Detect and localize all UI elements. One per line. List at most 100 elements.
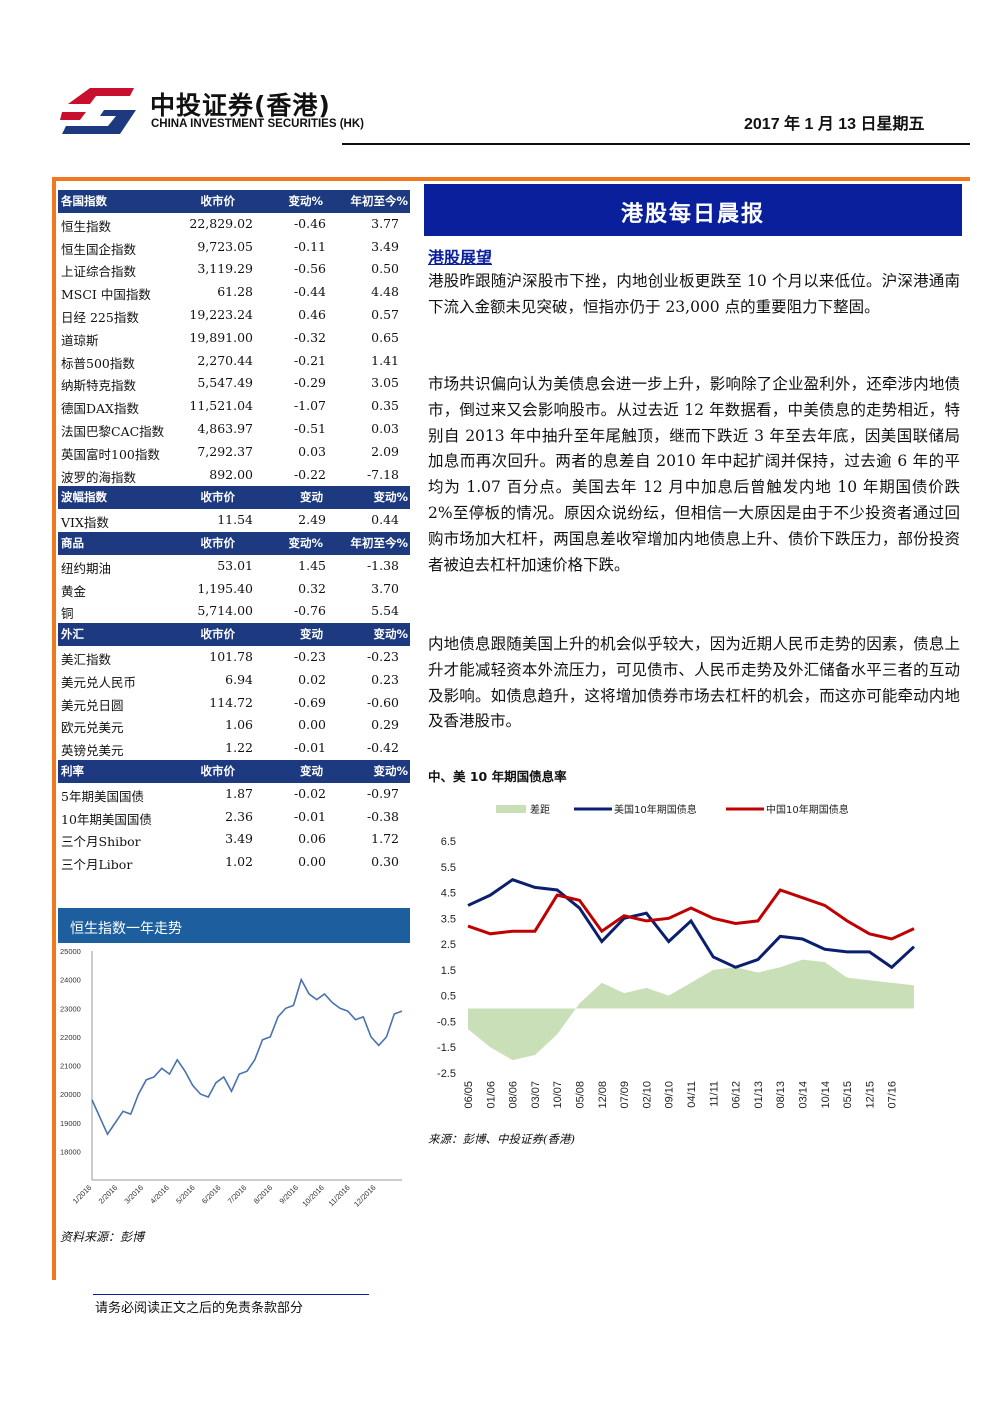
table-cell: 7,292.37: [197, 443, 253, 459]
table-cell: 2.09: [371, 443, 399, 459]
table-cell: 3.77: [371, 215, 399, 231]
report-title: 港股每日晨报: [620, 201, 765, 227]
bond-y-tick: 0.5: [441, 991, 456, 1003]
bond-y-tick: -1.5: [437, 1042, 456, 1054]
bond-y-tick: -0.5: [437, 1016, 456, 1028]
table-cell: 欧元兑美元: [61, 720, 124, 736]
table-cell: 0.03: [298, 443, 326, 459]
table-cell: 101.78: [209, 648, 253, 664]
bond-y-tick: 3.5: [441, 913, 456, 925]
table-cell: VIX指数: [61, 515, 109, 531]
hsi-y-tick: 22000: [60, 1033, 81, 1042]
bond-x-tick: 05/08: [575, 1081, 587, 1109]
market-data-table: 各国指数 收市价 变动% 年初至今% 恒生指数 22,829.02 -0.46 3.77 恒生国…: [58, 190, 410, 874]
hsi-x-tick: 2/2016: [97, 1183, 120, 1206]
column-header: 商品: [61, 535, 84, 550]
column-header: 年初至今%: [350, 535, 408, 550]
table-cell: -0.01: [293, 808, 326, 824]
table-section-header: 商品 收市价 变动% 年初至今%: [58, 531, 410, 555]
bond-x-tick: 12/08: [597, 1081, 609, 1109]
table-cell: 2.49: [298, 512, 326, 528]
hsi-y-tick: 18000: [60, 1147, 81, 1156]
bond-y-tick: 1.5: [441, 965, 456, 977]
table-cell: 恒生指数: [61, 218, 112, 234]
table-cell: -0.44: [293, 284, 326, 300]
bond-x-tick: 07/16: [887, 1081, 899, 1109]
table-cell: 0.00: [298, 717, 326, 733]
table-cell: 英镑兑美元: [61, 743, 124, 759]
bond-x-tick: 06/05: [463, 1081, 475, 1109]
hsi-y-tick: 23000: [60, 1004, 81, 1013]
bond-x-tick: 11/11: [708, 1081, 720, 1107]
table-row: 纳斯特克指数 5,547.49 -0.29 3.05: [58, 372, 410, 395]
table-cell: 0.30: [371, 854, 399, 870]
orange-top-border: [52, 177, 970, 181]
table-cell: 3.70: [371, 580, 399, 596]
table-cell: 恒生国企指数: [61, 241, 137, 257]
table-cell: 1.02: [225, 854, 253, 870]
table-cell: 美汇指数: [61, 651, 112, 667]
column-header: 变动%: [373, 490, 408, 505]
bond-y-tick: -2.5: [437, 1068, 456, 1080]
table-cell: 9,723.05: [197, 238, 253, 254]
table-cell: -0.22: [293, 466, 326, 482]
table-cell: 标普500指数: [61, 355, 135, 371]
table-cell: 英国富时100指数: [61, 446, 160, 462]
table-cell: 5,547.49: [197, 375, 253, 391]
hsi-x-tick: 8/2016: [252, 1183, 275, 1206]
spread-area: [468, 959, 914, 1061]
table-cell: 4,863.97: [197, 420, 253, 436]
table-cell: -0.32: [293, 329, 326, 345]
table-cell: 1.22: [225, 740, 253, 756]
legend-label: 差距: [530, 803, 550, 816]
table-cell: 892.00: [209, 466, 253, 482]
table-cell: 0.02: [298, 671, 326, 687]
table-row: 日经 225指数 19,223.24 0.46 0.57: [58, 304, 410, 327]
table-row: 上证综合指数 3,119.29 -0.56 0.50: [58, 258, 410, 281]
table-row: 法国巴黎CAC指数 4,863.97 -0.51 0.03: [58, 418, 410, 441]
table-cell: 0.50: [371, 261, 399, 277]
table-cell: 0.46: [298, 306, 326, 322]
table-cell: 6.94: [225, 671, 253, 687]
column-header: 收市价: [200, 627, 236, 642]
bond-x-tick: 09/10: [664, 1081, 676, 1109]
table-cell: -0.23: [293, 648, 326, 664]
table-cell: 3,119.29: [197, 261, 253, 277]
table-cell: 3.49: [371, 238, 399, 254]
table-cell: 1.87: [225, 785, 253, 801]
table-cell: 5.54: [371, 603, 399, 619]
footer-divider: [93, 1294, 369, 1295]
bond-x-tick: 08/06: [508, 1081, 520, 1109]
column-header: 波幅指数: [61, 490, 107, 505]
table-cell: -0.56: [293, 261, 326, 277]
table-cell: 0.65: [371, 329, 399, 345]
bond-y-tick: 6.5: [441, 836, 456, 848]
table-cell: -0.11: [293, 238, 326, 254]
table-cell: 3.05: [371, 375, 399, 391]
outlook-paragraph-1: 港股昨跟随沪深股市下挫，内地创业板更跌至 10 个月以来低位。沪深港通南下流入金…: [428, 272, 960, 316]
table-row: 欧元兑美元 1.06 0.00 0.29: [58, 714, 410, 737]
table-cell: 美元兑人民币: [61, 674, 137, 690]
table-row: 美元兑日圆 114.72 -0.69 -0.60: [58, 692, 410, 715]
table-cell: 2.36: [225, 808, 253, 824]
hsi-line: [91, 977, 403, 1136]
outlook-paragraph-3: 内地债息跟随美国上升的机会似乎较大，因为近期人民币走势的因素，债息上升才能减轻资…: [428, 635, 960, 731]
bond-yield-chart-source: 来源：彭博、中投证券(香港): [428, 1132, 575, 1146]
table-cell: 1.06: [225, 717, 253, 733]
table-cell: 53.01: [217, 557, 253, 573]
table-row: 英镑兑美元 1.22 -0.01 -0.42: [58, 737, 410, 760]
table-cell: 铜: [61, 606, 74, 622]
bond-x-tick: 05/15: [842, 1081, 854, 1109]
table-cell: -0.38: [366, 808, 399, 824]
bond-x-tick: 06/12: [731, 1081, 743, 1109]
table-row: 5年期美国国债 1.87 -0.02 -0.97: [58, 783, 410, 806]
table-row: 铜 5,714.00 -0.76 5.54: [58, 600, 410, 623]
legend-label: 中国10年期国债息: [766, 803, 849, 816]
table-row: 纽约期油 53.01 1.45 -1.38: [58, 555, 410, 578]
table-cell: 法国巴黎CAC指数: [61, 423, 165, 439]
hsi-y-tick: 21000: [60, 1062, 81, 1071]
column-header: 收市价: [200, 490, 236, 505]
table-cell: 日经 225指数: [61, 309, 139, 325]
table-cell: 5年期美国国债: [61, 788, 144, 804]
hsi-x-tick: 3/2016: [122, 1183, 145, 1206]
